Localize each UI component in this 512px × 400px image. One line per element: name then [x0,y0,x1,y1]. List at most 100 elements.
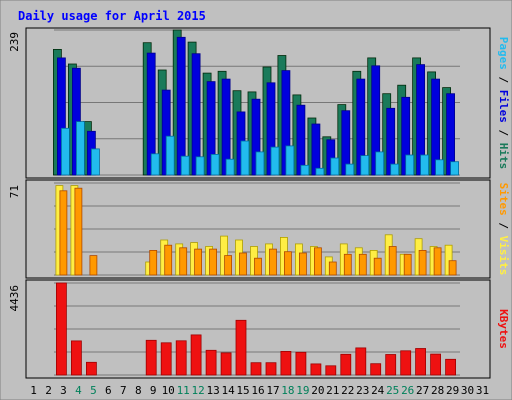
bar-pages-day-12 [195,156,205,176]
bar-pages-day-26 [405,154,415,176]
legend-entry-kbytes: KBytes [497,309,510,349]
x-tick-label-day-26: 26 [401,384,414,397]
bar-sites-day-28 [433,247,442,276]
x-tick-label-day-9: 9 [150,384,157,397]
y-max-label-visits-sites: 71 [8,185,21,198]
bar-pages-day-20 [315,167,325,176]
bar-kbytes-day-9 [145,339,157,376]
bar-sites-day-27 [418,249,427,276]
x-tick-label-day-31: 31 [476,384,489,397]
legend-entry-visits: Visits [497,236,510,276]
x-tick-label-day-30: 30 [461,384,474,397]
x-tick-label-day-18: 18 [281,384,294,397]
x-tick-label-day-27: 27 [416,384,429,397]
bar-kbytes-day-25 [385,354,397,376]
bar-sites-day-11 [179,247,188,276]
bar-sites-day-15 [239,252,247,276]
bar-kbytes-day-16 [250,362,262,376]
bar-pages-day-18 [285,145,295,176]
bar-sites-day-9 [149,249,158,276]
x-tick-label-day-5: 5 [90,384,97,397]
x-tick-label-day-1: 1 [30,384,37,397]
legend-separator: / [497,216,510,236]
bar-kbytes-day-11 [175,340,187,376]
bar-kbytes-day-5 [86,361,97,376]
bar-pages-day-4 [76,121,85,176]
legend-entry-hits: Hits [497,143,510,170]
bar-kbytes-day-14 [220,352,232,376]
bar-kbytes-day-10 [160,342,172,376]
bar-kbytes-day-3 [56,282,67,376]
bar-sites-day-4 [74,187,83,276]
legend-hits-files-pages: Pages / Files / Hits [497,37,510,170]
bar-kbytes-day-18 [280,350,292,376]
x-tick-label-day-10: 10 [162,384,175,397]
bar-pages-day-19 [300,164,310,176]
legend-visits-sites: Sites / Visits [497,183,510,276]
bar-pages-day-3 [61,127,70,176]
bar-sites-day-3 [59,190,68,276]
bar-sites-day-10 [164,244,173,276]
x-tick-label-day-6: 6 [105,384,112,397]
x-tick-label-day-11: 11 [177,384,190,397]
x-axis-day-labels: 1 2 3 4 5 6 7 8 9 10 11 12 13 14 15 16 17 18 19 20 21 22 23 24 2… [30,384,489,397]
bar-sites-day-21 [328,261,337,276]
legend-separator: / [497,70,510,90]
panel-frame-hits-files-pages [25,27,491,179]
bar-sites-day-29 [448,260,457,276]
bar-kbytes-day-12 [190,334,202,376]
bar-sites-day-17 [269,248,277,276]
bar-kbytes-day-27 [415,348,427,376]
bar-sites-day-16 [254,257,262,276]
panel-frame-visits-sites [25,179,491,279]
bar-pages-day-22 [345,163,355,176]
x-tick-label-day-3: 3 [60,384,67,397]
bar-sites-day-25 [388,246,397,276]
bar-pages-day-17 [270,146,280,176]
bar-kbytes-day-26 [400,350,412,376]
chart-panels: 239 Pages / Files / Hits 71 Sites / Visits 4… [8,27,510,379]
legend-kbytes: KBytes [497,309,510,349]
x-tick-label-day-4: 4 [75,384,82,397]
bar-kbytes-day-19 [295,351,307,376]
legend-separator: / [497,123,510,143]
x-tick-label-day-29: 29 [446,384,459,397]
bar-kbytes-day-20 [310,363,322,376]
bar-pages-day-10 [165,135,175,176]
bar-pages-day-29 [450,161,460,176]
x-tick-label-day-17: 17 [266,384,279,397]
bar-pages-day-23 [360,155,370,176]
bar-sites-day-26 [403,253,412,276]
x-tick-label-day-23: 23 [356,384,369,397]
bar-sites-day-13 [209,248,218,276]
x-tick-label-day-24: 24 [371,384,385,397]
bar-kbytes-day-4 [71,340,82,376]
x-tick-label-day-14: 14 [221,384,235,397]
bar-sites-day-22 [343,253,352,276]
bar-sites-day-19 [298,252,307,276]
bar-sites-day-18 [283,251,292,276]
legend-entry-sites: Sites [497,183,510,216]
x-tick-label-day-15: 15 [236,384,249,397]
bar-files-day-11 [176,36,186,176]
x-tick-label-day-13: 13 [206,384,219,397]
bar-kbytes-day-15 [235,319,247,376]
y-max-label-kbytes: 4436 [8,285,21,312]
x-tick-label-day-25: 25 [386,384,399,397]
bar-kbytes-day-13 [205,349,217,376]
bar-pages-day-9 [150,153,160,176]
legend-entry-pages: Pages [497,37,510,70]
bar-sites-day-5 [89,255,98,276]
bar-pages-day-21 [330,157,340,176]
bar-pages-day-27 [420,154,430,176]
x-tick-label-day-21: 21 [326,384,339,397]
bar-pages-day-15 [240,140,250,176]
bar-sites-day-12 [194,248,203,276]
bar-files-day-20 [311,123,321,176]
x-tick-label-day-22: 22 [341,384,354,397]
bar-pages-day-24 [375,151,385,176]
bar-pages-day-28 [435,159,445,176]
y-max-label-hits-files-pages: 239 [8,32,21,52]
x-tick-label-day-20: 20 [311,384,324,397]
bar-sites-day-24 [373,257,382,276]
